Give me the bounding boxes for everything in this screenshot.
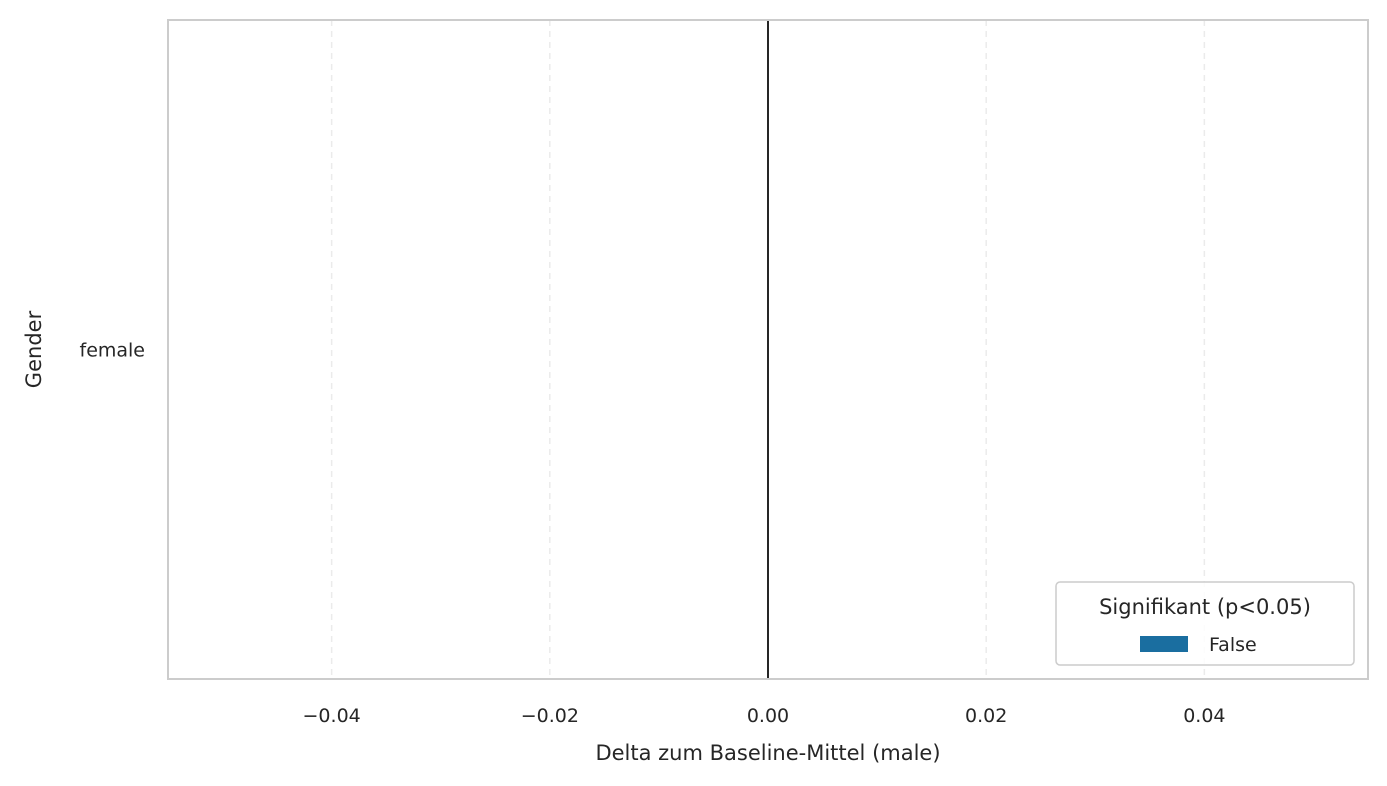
y-axis-ticks: female bbox=[80, 340, 146, 362]
y-axis-label: Gender bbox=[22, 310, 46, 388]
legend: Signifikant (p<0.05) False bbox=[1055, 581, 1355, 666]
legend-swatch bbox=[1140, 636, 1188, 652]
x-axis-label: Delta zum Baseline-Mittel (male) bbox=[595, 741, 940, 765]
x-tick-label: 0.04 bbox=[1183, 705, 1225, 727]
plot-frame bbox=[167, 19, 1369, 680]
x-tick-label: 0.02 bbox=[965, 705, 1007, 727]
legend-box bbox=[1055, 581, 1355, 666]
legend-entry-label: False bbox=[1209, 634, 1257, 656]
x-tick-label: 0.00 bbox=[747, 705, 789, 727]
legend-title: Signifikant (p<0.05) bbox=[1099, 595, 1311, 619]
x-axis-ticks: −0.04 −0.02 0.00 0.02 0.04 bbox=[303, 705, 1226, 727]
y-tick-label: female bbox=[80, 340, 146, 362]
legend-entries: False bbox=[1140, 634, 1257, 656]
x-tick-label: −0.04 bbox=[303, 705, 361, 727]
x-tick-label: −0.02 bbox=[521, 705, 579, 727]
